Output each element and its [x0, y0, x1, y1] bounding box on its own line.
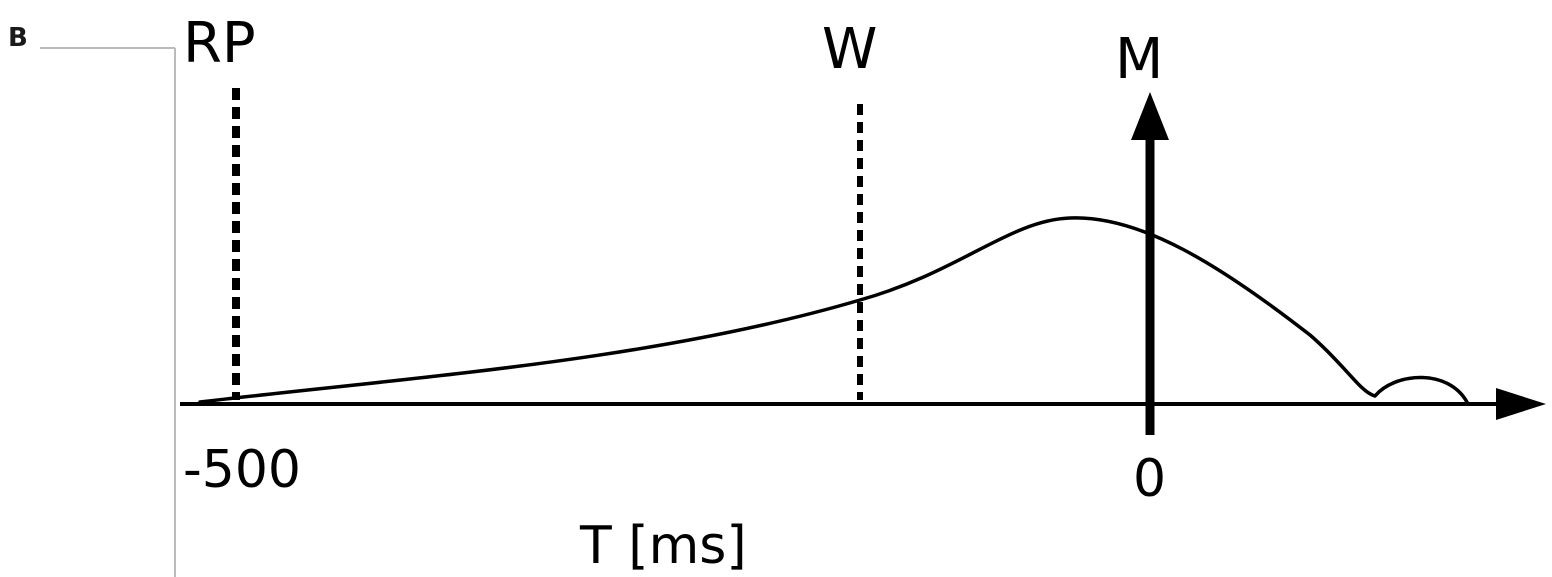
time-axis-arrowhead — [1496, 388, 1546, 420]
movement-arrowhead — [1131, 92, 1169, 140]
panel-label: B — [8, 23, 28, 53]
tick-label-start: -500 — [183, 440, 301, 500]
potential-curve — [198, 216, 1470, 406]
tick-label-zero: 0 — [1133, 449, 1166, 509]
axis-title: T [ms] — [579, 516, 747, 576]
w-label: W — [822, 17, 877, 82]
panel-frame — [40, 47, 176, 577]
rp-label: RP — [183, 11, 256, 76]
m-label: M — [1115, 27, 1163, 92]
